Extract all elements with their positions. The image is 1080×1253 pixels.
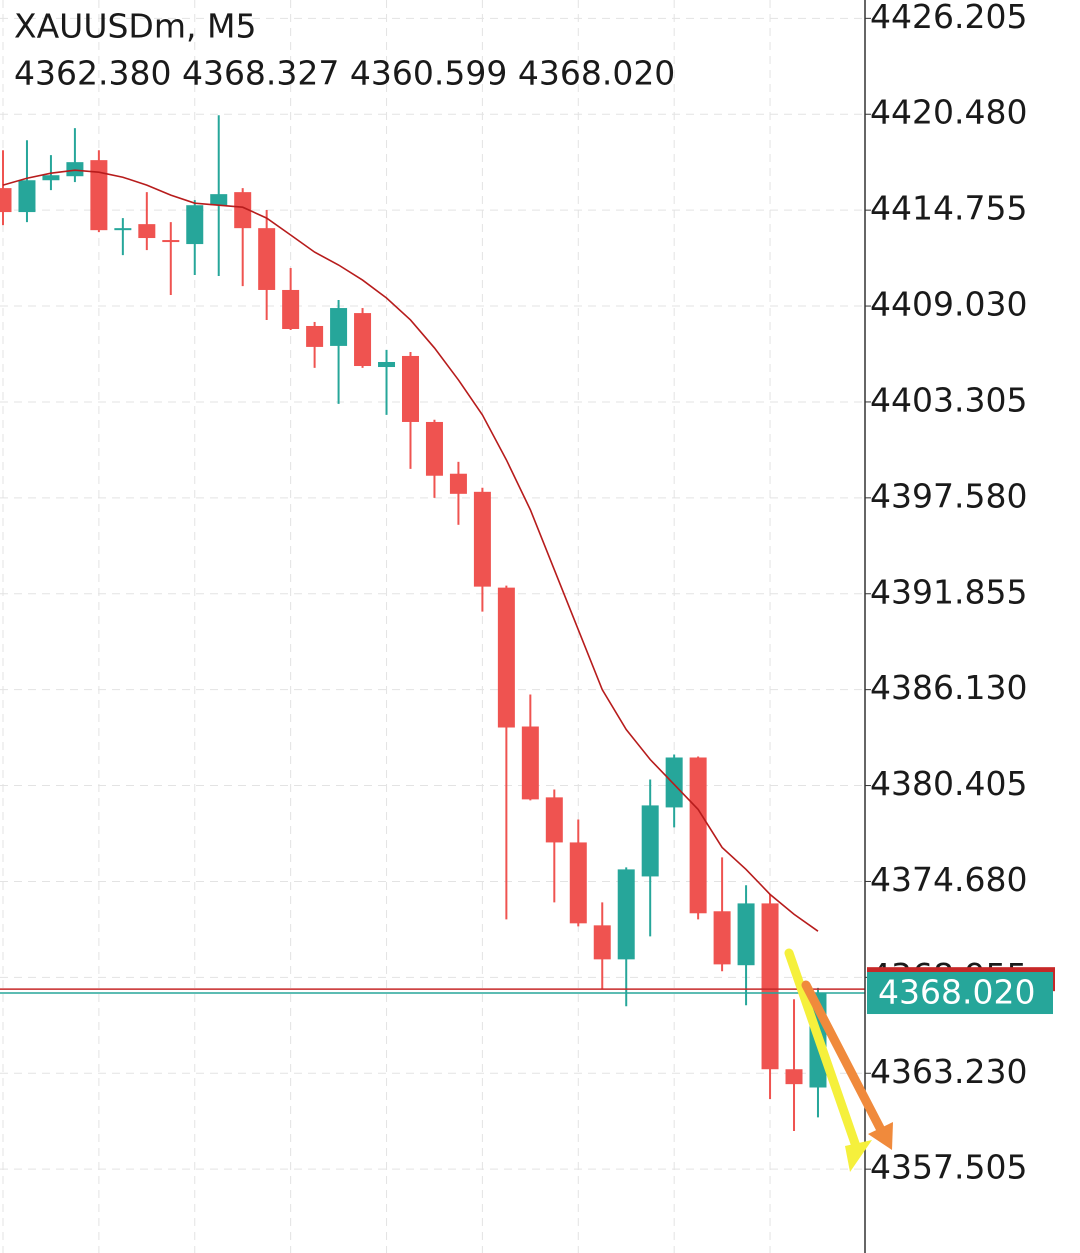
candle-body xyxy=(138,224,156,239)
candle-body xyxy=(665,757,683,808)
arrows xyxy=(784,948,893,1172)
candle-body xyxy=(689,757,707,914)
candle-body xyxy=(473,491,491,587)
candle-body xyxy=(713,911,731,965)
candle-body xyxy=(282,289,300,329)
last-price-label: 4368.020 xyxy=(878,973,1035,1012)
candle-body xyxy=(90,160,108,231)
candle-body xyxy=(0,188,12,213)
last-price-box xyxy=(867,972,1053,1015)
arrow-orange xyxy=(801,980,885,1133)
y-tick-label: 4403.305 xyxy=(870,380,1027,419)
y-tick-label: 4426.205 xyxy=(870,0,1027,36)
candle-body xyxy=(449,473,467,494)
candle-body xyxy=(114,228,132,231)
plot xyxy=(0,115,865,1132)
y-tick-label: 4357.505 xyxy=(870,1148,1027,1187)
candle-body xyxy=(378,361,396,368)
candle-body xyxy=(761,903,779,1070)
candle-body xyxy=(737,903,755,966)
candle-body xyxy=(785,1069,803,1085)
candle-body xyxy=(210,194,228,206)
grid xyxy=(0,0,865,1253)
candle-body xyxy=(521,726,539,800)
ohlc-readout: 4362.380 4368.327 4360.599 4368.020 xyxy=(14,54,675,93)
candle-body xyxy=(354,313,372,367)
candle-body xyxy=(258,228,276,290)
candle-body xyxy=(425,421,443,476)
arrow-head xyxy=(868,1122,893,1150)
candle-body xyxy=(545,797,563,843)
candle-body xyxy=(330,308,348,346)
y-axis: 4426.205 4420.480 4414.755 4409.030 4403.305… xyxy=(865,0,1055,1187)
candle-body xyxy=(569,842,587,924)
y-tick-label: 4363.230 xyxy=(870,1052,1027,1091)
candle-body xyxy=(18,180,36,213)
candle-body xyxy=(617,869,635,960)
candle-body xyxy=(306,325,324,347)
candle-body xyxy=(593,925,611,960)
y-tick-label: 4386.130 xyxy=(870,668,1027,707)
candle-body xyxy=(42,175,60,181)
y-tick-label: 4397.580 xyxy=(870,476,1027,515)
y-tick-label: 4409.030 xyxy=(870,285,1027,324)
moving-average xyxy=(2,169,819,932)
arrow-head xyxy=(845,1140,872,1172)
candle-body xyxy=(497,587,515,728)
candle-body xyxy=(162,240,180,243)
candle-body xyxy=(401,355,419,422)
y-tick-label: 4374.680 xyxy=(870,860,1027,899)
y-tick-label: 4420.480 xyxy=(870,93,1027,132)
y-tick-label: 4380.405 xyxy=(870,764,1027,803)
candle-body xyxy=(66,162,84,177)
arrow-yellow xyxy=(784,948,863,1157)
candle-body xyxy=(641,805,659,877)
candle-body xyxy=(234,192,252,229)
y-tick-label: 4391.855 xyxy=(870,572,1027,611)
y-tick-label: 4414.755 xyxy=(870,189,1027,228)
chart-title: XAUUSDm, M5 xyxy=(14,7,256,46)
candle-body xyxy=(186,205,204,245)
